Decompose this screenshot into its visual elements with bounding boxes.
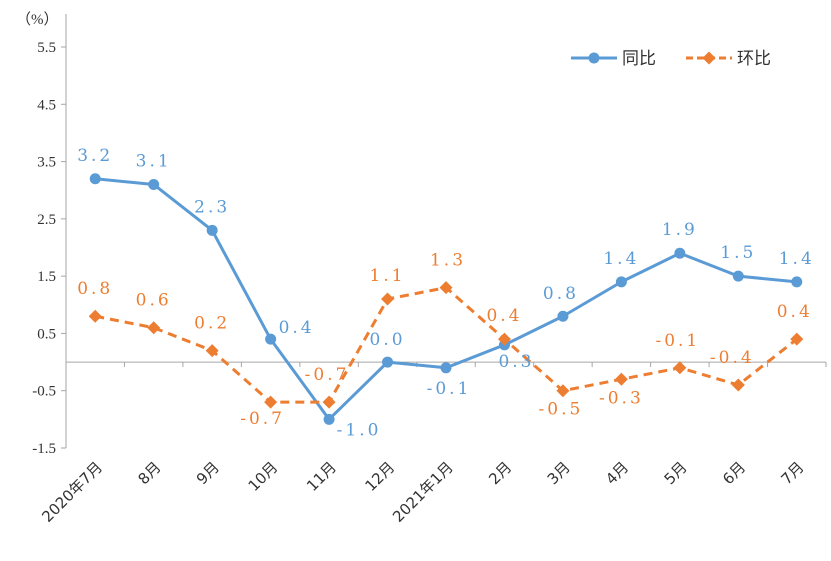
data-point [148,178,160,190]
x-tick-label: 9月 [193,458,223,488]
x-tick-label: 12月 [362,458,399,495]
data-label: 1.4 [779,249,815,269]
y-tick-label: 2.5 [37,212,56,228]
y-tick-label: 1.5 [37,269,56,285]
data-point [264,395,278,409]
data-point [556,384,570,398]
data-label: 0.4 [279,318,315,338]
data-label: 3.1 [136,151,172,171]
data-label: 0.6 [136,291,172,311]
data-label: 1.9 [662,220,698,240]
x-tick-label: 7月 [778,458,808,488]
x-tick-label: 10月 [245,458,282,495]
data-point [791,276,803,288]
data-label: 2.3 [194,197,230,217]
data-point [206,224,218,236]
x-tick-label: 8月 [134,458,164,488]
data-label: 1.5 [720,243,756,263]
data-labels: 3.2 3.1 2.3 0.4 -1.0 0.0 -0.1 0.3 0.8 1.4 1.9 1.5 1.… [77,146,815,441]
data-label: -0.5 [539,400,584,420]
y-tick-label: -0.5 [32,384,56,400]
x-tick-label: 4月 [602,458,632,488]
x-tick-label: 11月 [303,458,340,495]
data-label: 0.4 [777,302,813,322]
data-point [265,333,277,345]
data-label: 0.2 [194,314,230,334]
series-layer [88,173,804,425]
data-point [88,309,102,323]
x-tick-label: 2020年7月 [38,458,106,526]
data-label: -0.1 [655,331,700,351]
data-point [89,173,101,185]
legend-label: 同比 [622,49,656,69]
data-label: -0.4 [710,348,755,368]
data-point [732,270,744,282]
data-point [790,332,804,346]
legend: 同比 环比 [571,49,771,69]
data-label: 0.8 [543,284,579,304]
data-label: 3.2 [77,146,113,166]
data-label: 0.4 [486,306,522,326]
data-point [731,378,745,392]
data-point [615,276,627,288]
y-tick-label: 3.5 [37,155,56,171]
x-tick-label: 6月 [719,458,749,488]
legend-label: 环比 [737,49,771,69]
x-tick-label: 2021年1月 [389,458,457,526]
data-point [497,332,511,346]
data-point [614,372,628,386]
data-point [674,247,686,259]
data-point [322,395,336,409]
data-label: -1.0 [337,420,382,440]
y-unit-label: （%） [16,11,59,28]
data-label: 0.3 [498,352,534,372]
data-point [381,292,395,306]
data-label: -0.7 [305,365,350,385]
data-point [673,361,687,375]
data-point [439,281,453,295]
y-tick-label: 0.5 [37,326,56,342]
x-tick-label: 3月 [544,458,574,488]
data-label: 1.3 [430,251,466,271]
data-label: -0.3 [599,388,644,408]
data-point [323,413,335,425]
data-point [440,362,452,374]
data-label: -0.1 [427,379,472,399]
x-tick-label: 5月 [661,458,691,488]
data-point [557,310,569,322]
data-point [382,356,394,368]
data-label: 1.1 [370,266,406,286]
y-tick-label: -1.5 [32,441,56,457]
data-label: 0.8 [77,279,113,299]
data-point [147,321,161,335]
legend-marker [588,52,600,64]
data-point [205,344,219,358]
data-label: -0.7 [240,409,285,429]
y-tick-label: 4.5 [37,97,56,113]
data-label: 1.4 [603,249,639,269]
data-label: 0.0 [370,330,406,350]
legend-marker [702,51,716,65]
y-tick-label: 5.5 [37,40,56,56]
x-tick-label: 2月 [485,458,515,488]
